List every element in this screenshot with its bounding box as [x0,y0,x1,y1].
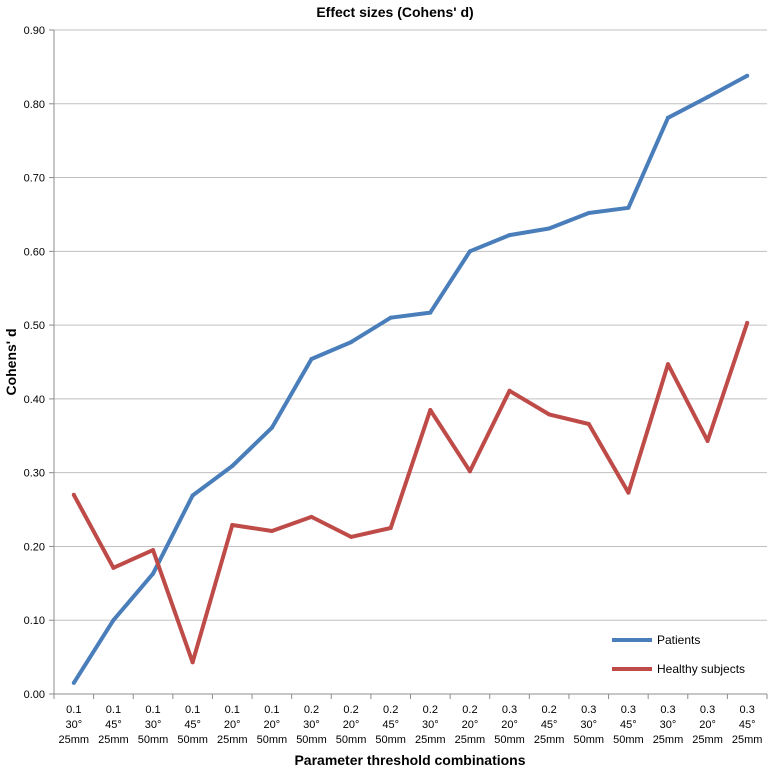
x-tick-label: 0.2 20° 50mm [336,704,367,746]
data-point [111,565,116,570]
series-line-healthy-subjects [72,322,750,665]
data-point [388,315,393,320]
data-point [626,205,631,210]
x-tick-label: 0.3 30° 25mm [653,704,684,746]
y-tick-labels: 0.00 0.10 0.20 0.30 0.40 0.50 0.60 0.70 0.80 0.90 [24,25,54,701]
data-point [547,412,552,417]
data-point [467,469,472,474]
data-point [349,340,354,345]
y-tick-label: 0.30 [24,468,45,480]
y-tick-label: 0.40 [24,394,45,406]
legend-label: Patients [657,633,700,647]
x-axis-title: Parameter threshold combinations [294,752,525,768]
data-point [71,680,76,685]
x-tick-label: 0.1 20° 50mm [257,704,288,746]
data-point [190,493,195,498]
chart-title: Effect sizes (Cohens' d) [316,4,473,20]
x-tick-label: 0.2 45° 25mm [534,704,565,746]
data-point [586,210,591,215]
series-line-patients [72,73,749,684]
data-point [190,660,195,665]
data-point [665,362,670,367]
y-tick-label: 0.60 [24,246,45,258]
series-lines [71,73,750,685]
data-point [151,548,156,553]
data-point [111,618,116,623]
y-tick-label: 0.50 [24,320,45,332]
data-point [586,421,591,426]
x-tick-label: 0.3 45° 50mm [613,704,644,746]
data-point [230,464,235,469]
x-tick-label: 0.1 45° 25mm [98,704,129,746]
data-point [388,526,393,530]
data-point [151,571,156,576]
y-tick-label: 0.80 [24,99,45,111]
x-tick-label: 0.3 45° 25mm [732,704,763,746]
data-point [547,226,552,231]
x-tick-label: 0.1 30° 25mm [59,704,90,746]
data-point [467,249,472,254]
data-point [71,492,76,497]
data-point [230,523,235,528]
data-point [745,73,750,78]
data-point [745,320,750,325]
x-tick-label: 0.2 45° 50mm [375,704,406,746]
x-tick-label: 0.2 20° 25mm [455,704,486,746]
x-tick-label: 0.3 20° 25mm [692,704,723,746]
y-tick-label: 0.70 [24,173,45,185]
data-point [705,438,710,443]
legend: Patients Healthy subjects [612,633,745,676]
legend-label: Healthy subjects [657,662,745,676]
data-point [507,388,512,393]
y-tick-label: 0.10 [24,615,45,627]
data-point [309,357,314,362]
data-point [428,310,433,315]
x-tick-label: 0.3 30° 50mm [573,704,604,746]
x-tick-label: 0.1 20° 25mm [217,704,248,746]
data-point [507,233,512,238]
data-point [269,528,274,533]
y-tick-label: 0.00 [24,689,45,701]
x-tick-label: 0.2 30° 25mm [415,704,446,746]
grid-lines [54,29,767,621]
data-point [626,490,631,495]
data-point [665,115,670,120]
y-tick-label: 0.20 [24,541,45,553]
data-point [428,407,433,412]
y-axis-title: Cohens' d [3,328,19,395]
y-tick-label: 0.90 [24,25,45,37]
x-tick-label: 0.1 45° 50mm [177,704,208,746]
x-tick-labels: 0.1 30° 25mm 0.1 45° 25mm 0.1 30° 50mm 0.1 45° 50mm… [53,694,768,746]
data-point [309,514,314,519]
data-point [349,534,354,539]
x-tick-label: 0.1 30° 50mm [138,704,169,746]
data-point [705,95,710,100]
x-tick-label: 0.3 20° 50mm [494,704,525,746]
data-point [269,425,274,430]
x-tick-label: 0.2 30° 50mm [296,704,327,746]
